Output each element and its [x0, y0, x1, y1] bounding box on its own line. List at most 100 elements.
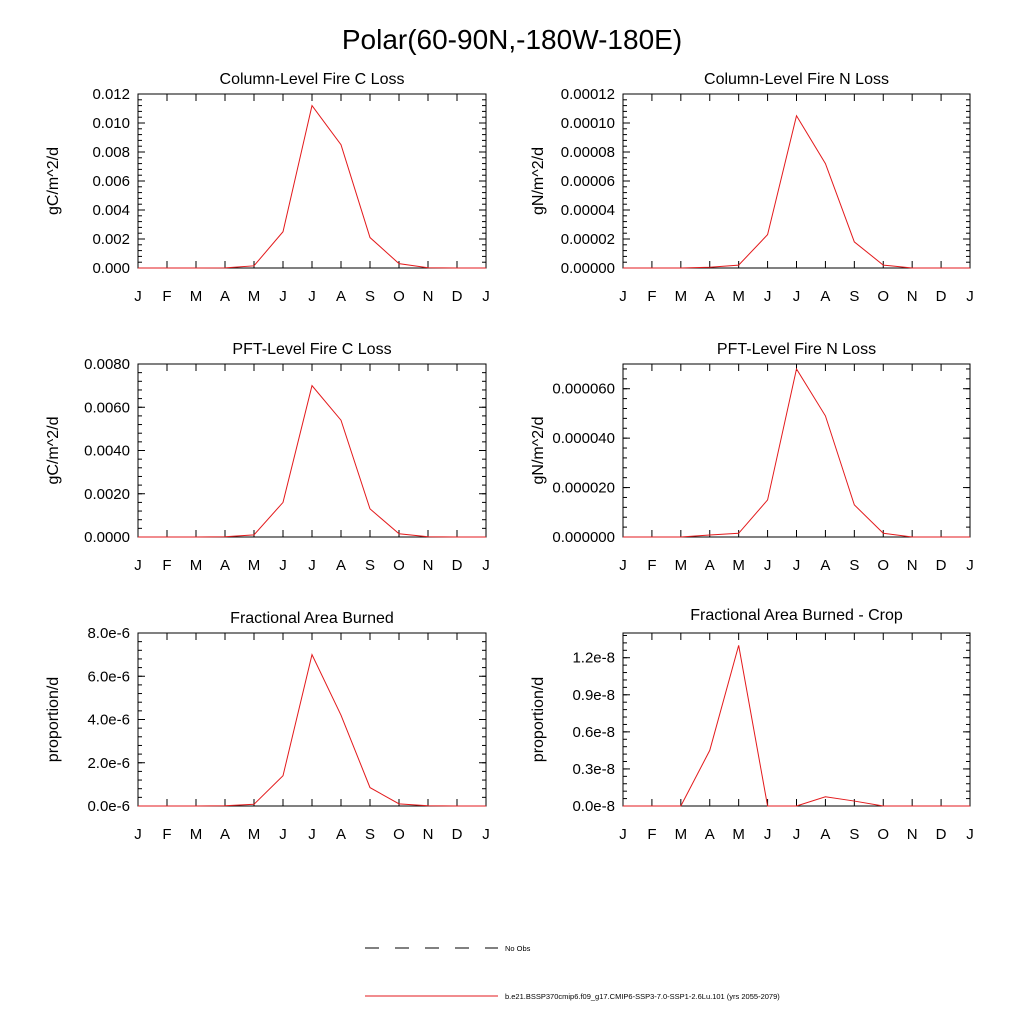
x-tick-label: J	[482, 826, 490, 843]
x-tick-label: M	[675, 557, 688, 574]
x-tick-label: A	[705, 288, 715, 305]
y-tick-label: 0.00012	[561, 86, 615, 103]
chart-panel-6: Fractional Area Burned - Crop proportion/…	[530, 607, 974, 843]
y-tick-label: 0.0e-6	[87, 798, 130, 815]
y-tick-label: 0.6e-8	[572, 724, 615, 741]
x-tick-label: M	[732, 826, 745, 843]
x-tick-label: A	[705, 557, 715, 574]
x-tick-label: A	[220, 288, 230, 305]
y-tick-label: 0.9e-8	[572, 687, 615, 704]
x-tick-label: D	[936, 288, 947, 305]
x-tick-label: D	[452, 557, 463, 574]
y-tick-label: 0.010	[92, 115, 130, 132]
x-tick-label: S	[849, 557, 859, 574]
x-tick-label: O	[393, 826, 405, 843]
x-tick-label: A	[336, 557, 346, 574]
x-tick-label: M	[675, 288, 688, 305]
y-tick-label: 0.000000	[552, 529, 615, 546]
series-line-1	[138, 384, 486, 538]
x-tick-label: S	[849, 288, 859, 305]
x-tick-label: A	[820, 288, 830, 305]
plot-frame	[622, 363, 971, 538]
x-tick-label: D	[452, 288, 463, 305]
x-tick-label: J	[764, 826, 772, 843]
y-tick-label: 0.00008	[561, 144, 615, 161]
x-tick-label: M	[675, 826, 688, 843]
x-tick-label: F	[647, 557, 656, 574]
y-tick-label: 0.000040	[552, 430, 615, 447]
x-tick-label: A	[220, 826, 230, 843]
y-tick-label: 0.00000	[561, 260, 615, 277]
series-line-1	[623, 114, 970, 269]
x-tick-label: O	[393, 288, 405, 305]
panel-title: Column-Level Fire N Loss	[704, 71, 889, 88]
x-tick-label: J	[308, 288, 316, 305]
x-tick-label: J	[966, 826, 974, 843]
plot-frame	[137, 632, 487, 807]
x-tick-label: J	[279, 288, 287, 305]
x-tick-label: S	[365, 826, 375, 843]
x-tick-label: O	[877, 557, 889, 574]
y-tick-label: 0.00004	[561, 202, 615, 219]
x-tick-label: J	[482, 288, 490, 305]
x-tick-label: J	[279, 557, 287, 574]
panel-title: Column-Level Fire C Loss	[220, 71, 405, 88]
y-tick-label: 6.0e-6	[87, 668, 130, 685]
y-axis-label: gC/m^2/d	[45, 417, 62, 485]
x-tick-label: J	[793, 826, 801, 843]
x-tick-label: J	[764, 557, 772, 574]
y-axis-label: gC/m^2/d	[45, 147, 62, 215]
panel-title: PFT-Level Fire C Loss	[232, 341, 391, 358]
panel-title: Fractional Area Burned - Crop	[690, 607, 903, 624]
y-tick-label: 0.00006	[561, 173, 615, 190]
x-tick-label: S	[365, 557, 375, 574]
y-tick-label: 0.000060	[552, 381, 615, 398]
x-tick-label: F	[162, 826, 171, 843]
y-tick-label: 8.0e-6	[87, 625, 130, 642]
y-tick-label: 0.0000	[84, 529, 130, 546]
x-tick-label: D	[452, 826, 463, 843]
y-tick-label: 0.002	[92, 231, 130, 248]
x-tick-label: J	[134, 826, 142, 843]
legend-model-label: b.e21.BSSP370cmip6.f09_g17.CMIP6-SSP3-7.…	[505, 992, 780, 1001]
x-tick-label: J	[966, 557, 974, 574]
y-tick-label: 0.008	[92, 144, 130, 161]
y-tick-label: 0.0e-8	[572, 798, 615, 815]
x-tick-label: O	[877, 288, 889, 305]
y-tick-label: 0.0040	[84, 443, 130, 460]
x-tick-label: F	[647, 826, 656, 843]
x-tick-label: J	[619, 288, 627, 305]
x-tick-label: F	[162, 557, 171, 574]
x-tick-label: A	[336, 288, 346, 305]
x-tick-label: D	[936, 557, 947, 574]
x-tick-label: A	[820, 826, 830, 843]
y-tick-label: 0.00010	[561, 115, 615, 132]
x-tick-label: O	[877, 826, 889, 843]
y-axis-label: gN/m^2/d	[530, 147, 547, 215]
plot-frame	[137, 93, 487, 269]
y-tick-label: 1.2e-8	[572, 650, 615, 667]
x-tick-label: A	[220, 557, 230, 574]
plot-frame	[137, 363, 487, 538]
x-tick-label: N	[907, 288, 918, 305]
y-tick-label: 0.000	[92, 260, 130, 277]
y-tick-label: 0.3e-8	[572, 761, 615, 778]
x-tick-label: M	[732, 557, 745, 574]
x-tick-label: F	[647, 288, 656, 305]
y-tick-label: 0.006	[92, 173, 130, 190]
x-tick-label: N	[423, 557, 434, 574]
y-tick-label: 0.0020	[84, 486, 130, 503]
x-tick-label: J	[619, 557, 627, 574]
x-tick-label: S	[365, 288, 375, 305]
x-tick-label: M	[248, 557, 261, 574]
series-line-1	[623, 367, 970, 538]
x-tick-label: J	[134, 288, 142, 305]
x-tick-label: F	[162, 288, 171, 305]
y-axis-label: proportion/d	[530, 677, 547, 762]
legend-no-obs-label: No Obs	[505, 944, 531, 953]
x-tick-label: N	[907, 826, 918, 843]
